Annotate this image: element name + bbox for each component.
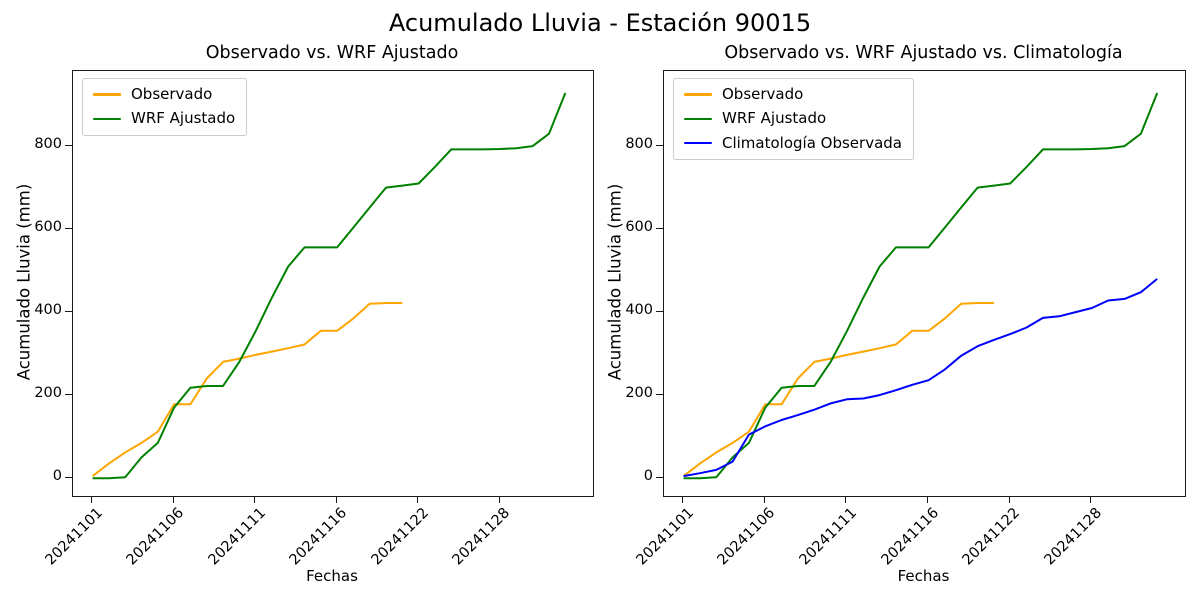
legend-label-wrf-ajustado: WRF Ajustado	[131, 109, 236, 128]
legend-item-wrf-ajustado: WRF Ajustado	[684, 109, 902, 128]
y-tick-mark	[65, 393, 72, 395]
x-tick-mark	[927, 496, 929, 503]
y-tick-label: 200	[34, 385, 62, 402]
y-tick-label: 400	[34, 302, 62, 319]
series-line-climatolog-a-observada	[683, 278, 1158, 478]
wrf-ajustado-line-swatch	[93, 117, 121, 121]
x-tick-mark	[254, 496, 256, 503]
wrf-ajustado-line-swatch	[684, 117, 712, 121]
y-tick-label: 400	[625, 302, 653, 319]
y-tick-mark	[656, 310, 663, 312]
y-tick-label: 800	[34, 136, 62, 153]
legend-label-observado: Observado	[131, 85, 213, 103]
climatologia-line-swatch	[684, 141, 712, 145]
y-tick-mark	[656, 144, 663, 146]
x-tick-mark	[498, 496, 500, 503]
subplot-left-x-axis-label: Fechas	[306, 567, 358, 585]
subplot-left-legend: Observado WRF Ajustado	[82, 78, 248, 136]
y-tick-mark	[656, 393, 663, 395]
y-tick-label: 200	[625, 385, 653, 402]
figure-title: Acumulado Lluvia - Estación 90015	[388, 9, 812, 37]
subplot-left-y-axis-label: Acumulado Lluvia (mm)	[14, 183, 34, 381]
y-tick-mark	[65, 144, 72, 146]
y-tick-mark	[65, 227, 72, 229]
y-tick-label: 800	[625, 136, 653, 153]
observado-line-swatch	[93, 93, 121, 96]
series-line-wrf-ajustado	[683, 92, 1159, 480]
x-tick-mark	[682, 496, 684, 503]
y-tick-mark	[656, 227, 663, 229]
subplot-right-legend: Observado WRF Ajustado Climatología Obse…	[673, 78, 914, 160]
y-tick-label: 0	[643, 468, 653, 485]
x-tick-mark	[1090, 496, 1092, 503]
observado-line-swatch	[684, 93, 712, 96]
y-tick-mark	[65, 310, 72, 312]
subplot-right-x-axis-label: Fechas	[897, 567, 950, 585]
x-tick-mark	[417, 496, 419, 503]
y-tick-mark	[65, 476, 72, 478]
y-tick-mark	[656, 476, 663, 478]
y-tick-label: 600	[34, 219, 62, 236]
subplot-left-plot-area	[91, 92, 567, 480]
legend-label-observado: Observado	[722, 85, 804, 103]
legend-item-wrf-ajustado: WRF Ajustado	[93, 109, 236, 128]
x-tick-mark	[172, 496, 174, 503]
y-tick-label: 0	[52, 468, 62, 485]
series-line-observado	[91, 302, 403, 477]
y-tick-label: 600	[625, 219, 653, 236]
series-line-observado	[682, 302, 994, 477]
x-tick-mark	[335, 496, 337, 503]
x-tick-mark	[1008, 496, 1010, 503]
subplot-right-title: Observado vs. WRF Ajustado vs. Climatolo…	[724, 43, 1123, 63]
series-line-wrf-ajustado	[92, 92, 567, 480]
subplot-right-y-axis-label: Acumulado Lluvia (mm)	[605, 183, 625, 381]
legend-label-wrf-ajustado: WRF Ajustado	[722, 109, 827, 128]
subplot-left-title: Observado vs. WRF Ajustado	[205, 43, 459, 63]
subplot-right-plot-area	[682, 92, 1159, 480]
x-tick-mark	[763, 496, 765, 503]
x-tick-mark	[845, 496, 847, 503]
legend-item-climatologia: Climatología Observada	[684, 133, 902, 152]
legend-item-observado: Observado	[93, 85, 235, 103]
subplot-left-axes: Observado WRF Ajustado	[72, 70, 594, 497]
subplot-right-axes: Observado WRF Ajustado Climatología Obse…	[663, 70, 1186, 497]
legend-label-climatologia: Climatología Observada	[722, 133, 902, 152]
x-tick-mark	[91, 496, 93, 503]
legend-item-observado: Observado	[684, 85, 902, 103]
